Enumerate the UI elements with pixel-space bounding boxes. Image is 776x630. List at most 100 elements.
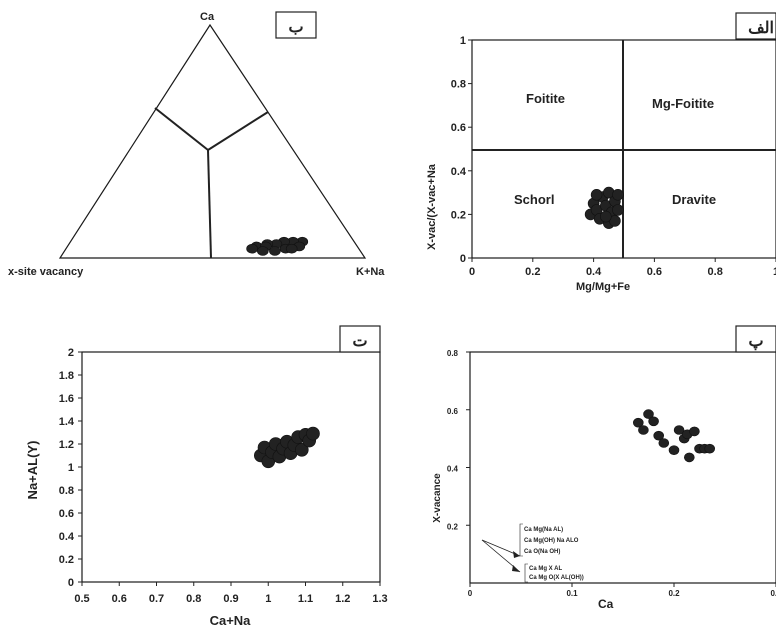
- pe-xtick-label-0: 0: [468, 589, 473, 598]
- ternary-divider-bottom: [207, 149, 212, 259]
- te-point-11: [294, 442, 309, 457]
- te-panel-box: [339, 325, 381, 353]
- pe-ytick-label-0: 0.2: [447, 522, 459, 531]
- alef-ticks: 0 0.2 0.4 0.6 0.8 1 0 0.2 0.4 0.6 0.8 1: [451, 35, 776, 278]
- pe-annotation-line-2: Ca Mg(OH) Na ALO: [524, 538, 579, 544]
- te-ytick-label-9: 1.8: [59, 370, 74, 382]
- te-ytick-label-0: 0: [68, 577, 74, 589]
- pe-point-5: [658, 438, 670, 448]
- te-xtick-label-6: 1.1: [298, 593, 313, 605]
- ternary-point-12: [256, 246, 269, 256]
- alef-points: [584, 186, 624, 229]
- pe-ytick-label-1: 0.4: [447, 465, 459, 474]
- ternary-panel-box: [275, 11, 317, 39]
- te-points: [253, 426, 320, 469]
- pe-x-label: Ca: [598, 597, 614, 611]
- te-ytick-label-2: 0.4: [59, 531, 75, 543]
- ternary-panel-label: ب: [288, 19, 303, 36]
- pe-ytick-label-2: 0.6: [447, 407, 459, 416]
- te-ytick-label-3: 0.6: [59, 508, 74, 520]
- alef-ytick-label-0: 0: [460, 253, 466, 265]
- te-xtick-label-0: 0.5: [74, 593, 89, 605]
- pe-ytick-label-3: 0.8: [447, 349, 459, 358]
- chart-te: ت Ca+Na Na+AL(Y) 0.5 0.6 0.7 0.8 0.9 1 1.1 1.2 1…: [25, 325, 388, 628]
- alef-xtick-label-5: 1: [773, 266, 776, 278]
- alef-xtick-label-0: 0: [469, 266, 475, 278]
- chart-alef: الف Foitite Mg-Foitite Schorl Dravite Mg…: [426, 12, 776, 293]
- te-xtick-label-1: 0.6: [112, 593, 127, 605]
- alef-region-mg-foitite: Mg-Foitite: [652, 96, 714, 111]
- te-panel-label: ت: [352, 333, 367, 350]
- alef-y-label: X-vac/(X-vac+Na: [426, 163, 438, 250]
- pe-point-14: [704, 443, 716, 454]
- alef-panel-label: الف: [748, 20, 774, 37]
- te-ytick-label-5: 1: [68, 462, 74, 474]
- pe-point-7: [673, 425, 685, 435]
- alef-point-14: [599, 210, 612, 223]
- te-ticks: 0.5 0.6 0.7 0.8 0.9 1 1.1 1.2 1.3 0 0.2 0.4 0.6 0.8 1 1…: [59, 347, 388, 605]
- alef-point-12: [612, 204, 624, 216]
- ternary-triangle: [58, 23, 367, 259]
- alef-ytick-label-2: 0.4: [451, 166, 467, 178]
- alef-xtick-label-4: 0.8: [708, 266, 723, 278]
- pe-panel-box: [735, 325, 776, 353]
- pe-point-2: [643, 409, 654, 419]
- pe-annotation-line-3: Ca O(Na OH): [524, 549, 560, 555]
- ternary-point-11: [285, 243, 298, 254]
- alef-x-label: Mg/Mg+Fe: [576, 281, 630, 293]
- alef-region-schorl: Schorl: [514, 192, 554, 207]
- te-ytick-label-10: 2: [68, 347, 74, 359]
- te-ytick-label-4: 0.8: [59, 485, 74, 497]
- pe-xtick-label-2: 0.2: [668, 589, 680, 598]
- pe-ticks: 0 0.1 0.2 0.3 0.2 0.4 0.6 0.8: [447, 349, 776, 598]
- pe-annotation-line-4: Ca Mg X AL: [529, 566, 562, 572]
- pe-plot-frame: [469, 351, 776, 584]
- ternary-divider-left: [154, 107, 209, 151]
- pe-annotation-line-1: Ca Mg(Na AL): [524, 527, 563, 533]
- alef-point-11: [612, 189, 624, 201]
- pe-annotation-line-5: Ca Mg O(X AL(OH)): [529, 575, 584, 581]
- te-y-label: Na+AL(Y): [25, 441, 40, 500]
- alef-ytick-label-3: 0.6: [451, 122, 466, 134]
- te-ytick-label-7: 1.4: [59, 416, 75, 428]
- ternary-divider-right: [207, 111, 269, 151]
- te-xtick-label-7: 1.2: [335, 593, 350, 605]
- alef-panel-box: [735, 12, 776, 40]
- te-xtick-label-8: 1.3: [372, 593, 387, 605]
- alef-xtick-label-3: 0.6: [647, 266, 662, 278]
- te-plot-frame: [81, 351, 381, 583]
- ternary-vertex-left: x-site vacancy: [8, 266, 84, 278]
- te-ytick-label-6: 1.2: [59, 439, 74, 451]
- ternary-point-9: [269, 246, 281, 256]
- te-xtick-label-2: 0.7: [149, 593, 164, 605]
- chart-pe: پ Ca X-vacance Ca Mg(Na AL) Ca Mg(OH) Na…: [432, 325, 776, 611]
- te-ytick-label-1: 0.2: [59, 554, 74, 566]
- pe-point-0: [632, 417, 644, 428]
- ternary-diagram: Ca x-site vacancy K+Na ب: [8, 11, 385, 278]
- pe-point-1: [638, 425, 649, 435]
- te-xtick-label-5: 1: [265, 593, 271, 605]
- ternary-points: [246, 236, 309, 256]
- alef-ytick-label-4: 0.8: [451, 79, 466, 91]
- alef-ytick-label-5: 1: [460, 35, 466, 47]
- pe-point-11: [689, 426, 700, 437]
- alef-xtick-label-1: 0.2: [525, 266, 540, 278]
- pe-point-6: [668, 445, 680, 456]
- alef-point-13: [590, 189, 603, 201]
- ternary-vertex-right: K+Na: [356, 266, 385, 278]
- pe-point-3: [648, 416, 659, 427]
- te-xtick-label-3: 0.8: [186, 593, 201, 605]
- te-xtick-label-4: 0.9: [223, 593, 238, 605]
- pe-points: [632, 409, 716, 463]
- alef-region-dravite: Dravite: [672, 192, 716, 207]
- ternary-vertex-top: Ca: [200, 11, 215, 23]
- pe-point-4: [653, 430, 665, 441]
- alef-region-foitite: Foitite: [526, 91, 565, 106]
- te-ytick-label-8: 1.6: [59, 393, 74, 405]
- te-point-14: [306, 426, 320, 441]
- alef-ytick-label-1: 0.2: [451, 209, 466, 221]
- pe-xtick-label-3: 0.3: [770, 589, 776, 598]
- alef-xtick-label-2: 0.4: [586, 266, 602, 278]
- pe-xtick-label-1: 0.1: [566, 589, 578, 598]
